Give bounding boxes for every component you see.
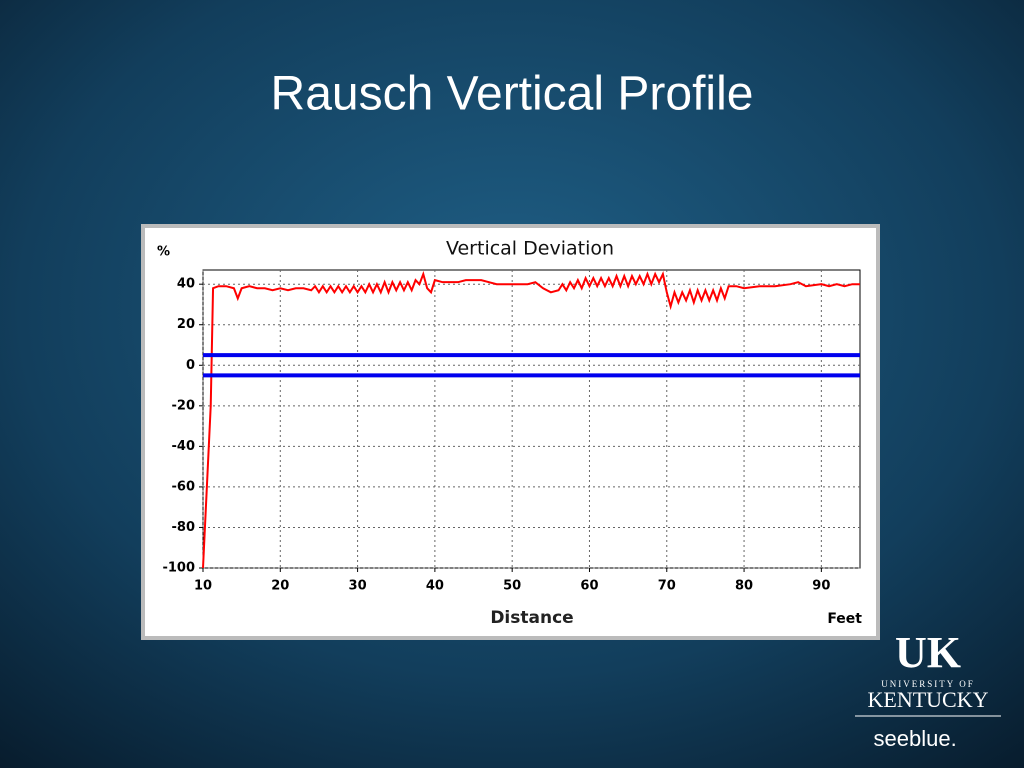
- slide-title: Rausch Vertical Profile: [271, 68, 754, 121]
- x-unit: Feet: [827, 611, 862, 627]
- plot-area: [202, 269, 861, 569]
- logo: UK UNIVERSITY OF KENTUCKY see blue.: [855, 628, 1001, 751]
- logo-line2: KENTUCKY: [868, 687, 989, 712]
- y-tick-label: -40: [172, 439, 196, 454]
- y-tick-label: 20: [177, 317, 195, 332]
- plot: -100 -80 -60 -40 -20 0 20 40 10 20 30 40 50 60 70 80 90: [162, 269, 861, 594]
- x-tick-label: 60: [580, 579, 598, 594]
- y-tick-label: -20: [172, 398, 196, 413]
- logo-line1: UNIVERSITY OF: [881, 679, 974, 689]
- x-tick-label: 40: [426, 579, 444, 594]
- logo-tag2: blue.: [909, 726, 957, 751]
- x-tick-label: 90: [812, 579, 830, 594]
- series-line: [202, 270, 860, 569]
- x-tick-label: 80: [735, 579, 753, 594]
- y-label: %: [157, 245, 170, 260]
- y-tick-label: 40: [177, 277, 195, 292]
- chart-title: Vertical Deviation: [446, 238, 614, 260]
- logo-mark: UK: [895, 628, 961, 677]
- y-tick-label: -80: [172, 520, 196, 535]
- x-tick-label: 20: [271, 579, 289, 594]
- x-tick-label: 70: [658, 579, 676, 594]
- x-tick-label: 10: [194, 579, 212, 594]
- y-tick-label: 0: [186, 358, 195, 373]
- x-tick-label: 30: [349, 579, 367, 594]
- x-label: Distance: [490, 608, 573, 628]
- x-tick-label: 50: [503, 579, 521, 594]
- y-tick-label: -60: [172, 479, 196, 494]
- logo-tag1: see: [874, 726, 909, 751]
- y-tick-label: -100: [162, 561, 195, 576]
